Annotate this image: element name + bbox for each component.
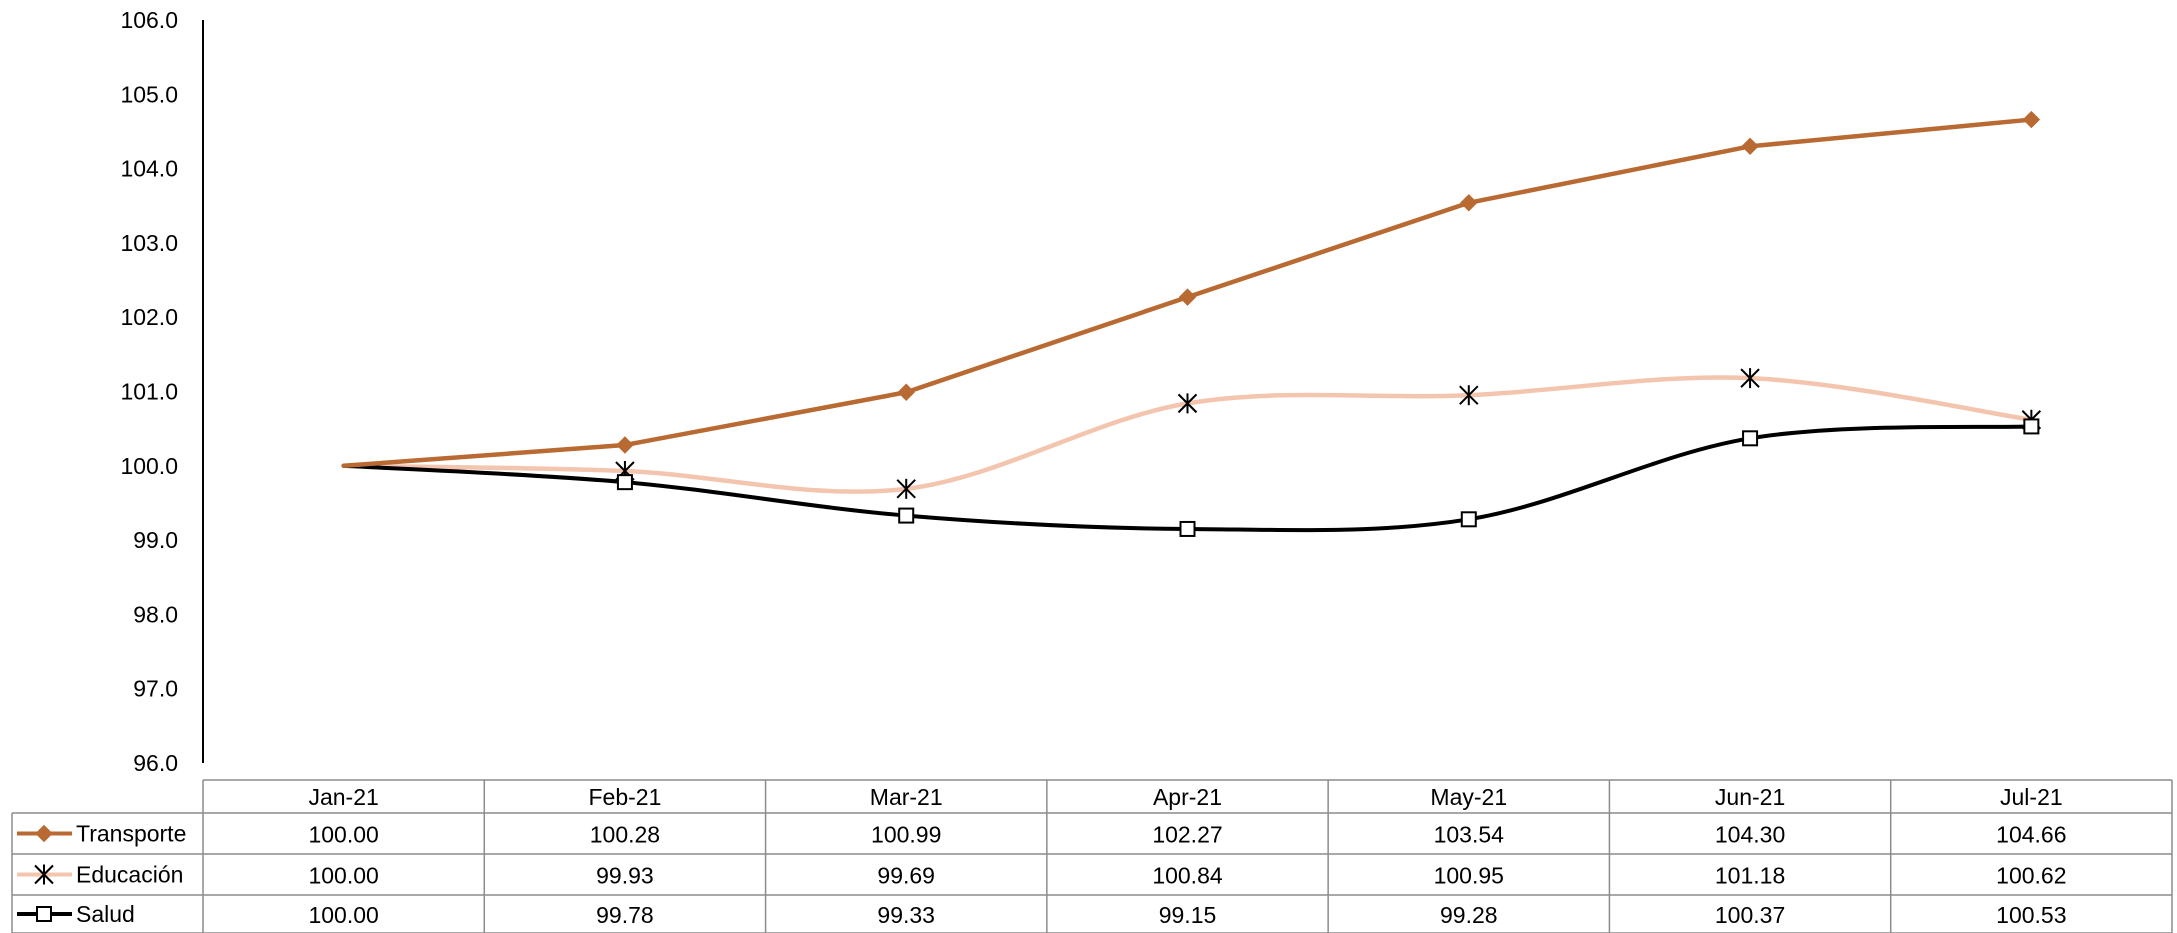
y-axis: 96.0 97.0 98.0 99.0 100.0 101.0 102.0 103.0 104.… bbox=[120, 7, 204, 776]
data-point bbox=[616, 436, 634, 454]
data-label: 99.93 bbox=[596, 863, 654, 889]
series-line bbox=[341, 424, 2034, 533]
y-tick-label: 102.0 bbox=[120, 304, 178, 330]
legend-entry-transporte: Transporte bbox=[17, 821, 186, 847]
y-tick-label: 97.0 bbox=[133, 676, 178, 702]
data-point bbox=[1459, 385, 1479, 406]
data-label: 100.84 bbox=[1152, 863, 1223, 889]
data-point bbox=[1178, 288, 1197, 306]
data-label: 100.28 bbox=[590, 822, 660, 848]
data-point bbox=[1460, 194, 1478, 212]
data-point bbox=[1177, 393, 1198, 414]
y-tick-label: 101.0 bbox=[120, 379, 178, 405]
data-label: 100.00 bbox=[308, 822, 378, 848]
data-label: 100.00 bbox=[308, 902, 378, 928]
data-label: 100.53 bbox=[1996, 902, 2066, 928]
x-tick-label: May-21 bbox=[1430, 784, 1507, 810]
data-label: 99.69 bbox=[877, 863, 935, 889]
x-tick-label: Jan-21 bbox=[308, 784, 378, 810]
data-label: 101.18 bbox=[1715, 863, 1785, 889]
data-label: 104.30 bbox=[1715, 822, 1785, 848]
series-transporte bbox=[341, 110, 2041, 469]
y-tick-label: 99.0 bbox=[133, 527, 178, 553]
data-label: 99.78 bbox=[596, 902, 654, 928]
x-tick-label: Feb-21 bbox=[588, 784, 661, 810]
data-label: 100.37 bbox=[1715, 902, 1785, 928]
legend-entry-salud: Salud bbox=[17, 901, 135, 927]
data-point bbox=[1742, 430, 1759, 447]
x-tick-label: Mar-21 bbox=[870, 784, 943, 810]
data-point bbox=[896, 478, 916, 499]
data-point bbox=[898, 507, 915, 524]
data-label: 99.15 bbox=[1159, 902, 1217, 928]
legend-marker bbox=[34, 864, 54, 885]
data-point bbox=[616, 474, 633, 491]
data-point bbox=[2023, 418, 2040, 435]
data-table: Jan-21 Feb-21 Mar-21 Apr-21 May-21 Jun-21 Jul-… bbox=[11, 779, 2173, 933]
y-tick-label: 103.0 bbox=[120, 230, 178, 256]
legend-label: Educación bbox=[76, 862, 183, 888]
data-point bbox=[1740, 368, 1760, 389]
data-point bbox=[1179, 520, 1196, 537]
data-point bbox=[1460, 511, 1477, 528]
data-point bbox=[1741, 137, 1759, 156]
legend-entry-educación: Educación bbox=[17, 862, 183, 888]
x-tick-label: Apr-21 bbox=[1153, 784, 1222, 810]
data-label: 103.54 bbox=[1434, 822, 1505, 848]
series-salud bbox=[341, 418, 2040, 537]
legend-marker bbox=[36, 906, 52, 922]
x-tick-label: Jul-21 bbox=[2000, 784, 2063, 810]
legend-marker bbox=[35, 824, 53, 843]
data-label: 100.00 bbox=[308, 863, 378, 889]
data-label: 99.33 bbox=[877, 902, 935, 928]
legend-label: Salud bbox=[76, 901, 135, 927]
data-label: 99.28 bbox=[1440, 902, 1498, 928]
x-tick-label: Jun-21 bbox=[1715, 784, 1785, 810]
y-tick-label: 105.0 bbox=[120, 81, 178, 107]
data-label: 102.27 bbox=[1152, 822, 1222, 848]
series-layer bbox=[341, 110, 2042, 537]
data-label: 100.99 bbox=[871, 822, 941, 848]
y-tick-label: 106.0 bbox=[120, 7, 178, 33]
data-label: 104.66 bbox=[1996, 822, 2066, 848]
data-label: 100.62 bbox=[1996, 863, 2066, 889]
data-point bbox=[2022, 110, 2041, 129]
y-tick-label: 104.0 bbox=[120, 156, 178, 182]
data-label: 100.95 bbox=[1434, 863, 1504, 889]
y-tick-label: 96.0 bbox=[133, 750, 178, 776]
legend-label: Transporte bbox=[76, 821, 186, 847]
y-tick-label: 100.0 bbox=[120, 453, 178, 479]
y-tick-label: 98.0 bbox=[133, 601, 178, 627]
data-point bbox=[897, 383, 915, 401]
